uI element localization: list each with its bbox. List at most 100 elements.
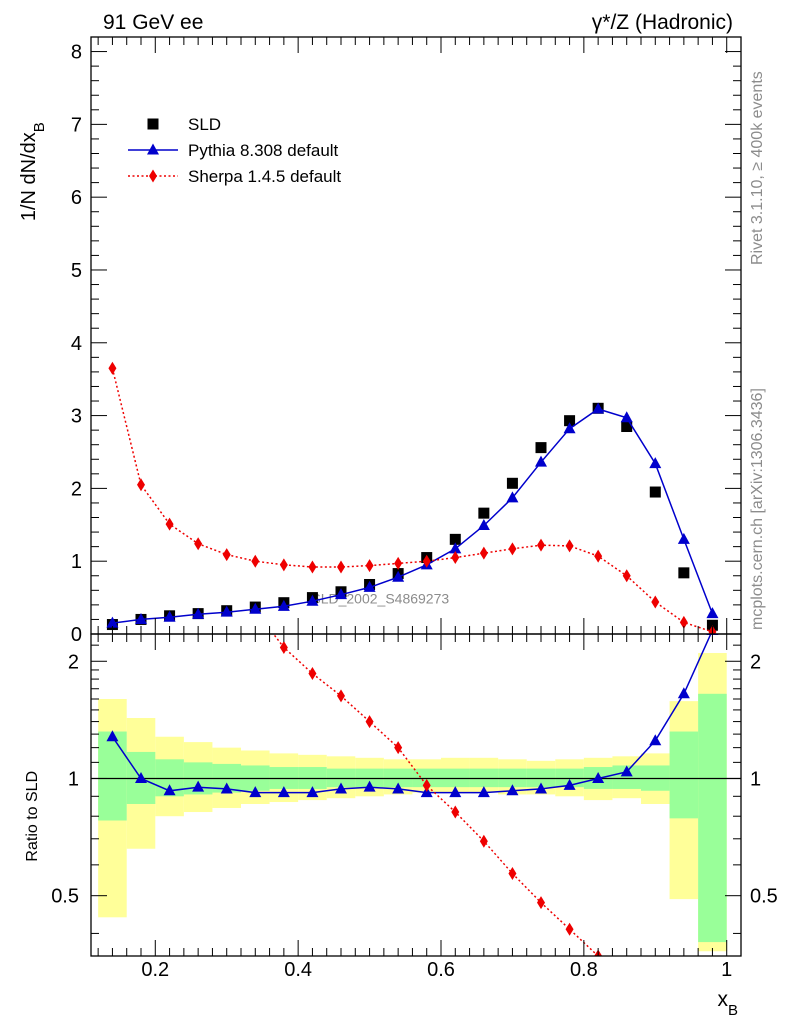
main-sherpa-point: [622, 569, 631, 583]
legend: SLD Pythia 8.308 default Sherpa 1.4.5 defa…: [128, 115, 341, 186]
main-sld-point: [678, 567, 690, 579]
legend-label-sld: SLD: [188, 115, 221, 134]
legend-entry-pythia: Pythia 8.308 default: [128, 141, 339, 160]
ratio-pythia-point: [106, 730, 119, 742]
ratio-y-tick-label-right: 1: [750, 768, 761, 790]
ratio-pythia-point: [192, 780, 205, 792]
ratio-sherpa-point: [394, 741, 403, 755]
main-sld-point: [706, 619, 718, 631]
main-pythia-point: [706, 607, 719, 619]
main-y-tick-label: 5: [71, 260, 82, 282]
x-tick-label: 1: [721, 959, 732, 981]
ratio-pythia-point: [649, 734, 662, 746]
ratio-frame: [90, 633, 742, 957]
band-stat-bin: [669, 731, 699, 819]
band-stat-bin: [698, 693, 727, 943]
main-pythia-point: [677, 532, 690, 544]
ratio-sherpa-point: [279, 640, 288, 654]
main-sld-point: [478, 507, 490, 519]
watermark-label: SLD_2002_S4869273: [311, 590, 449, 606]
main-sherpa-point: [451, 551, 460, 565]
main-panel: SLD_2002_S4869273 0 1 2 3 4 5 6 7 8 1/N dN/dxB SLD P…: [18, 36, 742, 646]
ratio-pythia-point: [535, 782, 547, 794]
main-sherpa-point: [422, 554, 431, 568]
main-sherpa-point: [308, 560, 317, 574]
ratio-y-tick-label: 2: [68, 651, 79, 673]
x-tick-label: 0.4: [284, 959, 312, 981]
ratio-sherpa-point: [422, 778, 431, 792]
main-pythia-point: [277, 599, 290, 611]
main-pythia-point: [449, 542, 462, 554]
band-stat-bin: [612, 765, 641, 789]
ratio-sherpa-point: [223, 565, 231, 578]
main-pythia-point: [192, 607, 205, 619]
x-axis-label-subscript: B: [728, 1002, 738, 1019]
x-tick-label: 0.2: [141, 959, 169, 981]
main-sherpa-point: [251, 554, 260, 568]
main-pythia-point: [592, 402, 605, 414]
main-pythia-point: [306, 594, 319, 606]
ratio-sherpa-point: [451, 805, 460, 819]
x-axis-label: xB: [717, 988, 738, 1019]
ratio-sherpa-point: [137, 379, 145, 392]
side-labels: Rivet 3.1.10, ≥ 400k events mcplots.cern…: [749, 71, 766, 630]
main-pythia-point: [535, 455, 547, 467]
main-sld-point: [564, 415, 576, 427]
main-y-tick-label: 2: [71, 478, 82, 500]
mcplots-label: mcplots.cern.ch [arXiv:1306.3436]: [749, 388, 766, 630]
ratio-pythia-point: [563, 778, 576, 790]
main-y-tick-label: 4: [71, 333, 82, 355]
ratio-y-tick-label-right: 2: [750, 651, 761, 673]
main-sld-point: [449, 533, 461, 545]
ratio-y-tick-label: 1: [68, 768, 79, 790]
main-sld-point: [621, 421, 633, 433]
ratio-pythia-point: [163, 784, 176, 796]
main-y-axis: 0 1 2 3 4 5 6 7 8 1/N dN/dxB: [18, 42, 741, 646]
ratio-sherpa-point: [166, 469, 174, 482]
x-tick-label: 0.6: [427, 959, 455, 981]
ratio-y-axis-label: Ratio to SLD: [24, 771, 41, 862]
ratio-pythia-point: [392, 782, 405, 794]
main-pythia-point: [392, 570, 405, 582]
ratio-pythia-point: [335, 782, 347, 794]
ratio-pythia-point: [592, 771, 605, 783]
ratio-pythia-point: [477, 786, 490, 798]
x-axis: 0.2 0.4 0.6 0.8 1 xB: [97, 37, 738, 1019]
main-sherpa-point: [479, 546, 488, 560]
ratio-sherpa-line: [272, 634, 600, 956]
main-series-group: [106, 361, 719, 634]
main-sherpa-point: [194, 537, 203, 551]
main-sherpa-point: [365, 559, 374, 573]
main-sherpa-point: [651, 595, 660, 609]
ratio-sherpa-point: [479, 834, 488, 848]
main-sld-point: [506, 477, 518, 489]
main-sherpa-point: [222, 548, 231, 562]
main-pythia-point: [249, 602, 262, 614]
ratio-panel: 0.2 0.4 0.6 0.8 1 xB 0.5 0.5 1 1 2 2 Ratio to SLD: [24, 37, 778, 1019]
legend-entry-sld: SLD: [147, 115, 221, 134]
ratio-sherpa-point: [508, 867, 517, 881]
main-pythia-point: [363, 580, 376, 592]
main-sherpa-point: [394, 556, 403, 570]
main-sherpa-point: [565, 539, 574, 553]
ratio-pythia-point: [677, 687, 690, 699]
main-pythia-point: [220, 605, 233, 617]
main-pythia-point: [506, 491, 519, 503]
main-pythia-point: [335, 588, 347, 600]
main-pythia-point: [135, 612, 147, 624]
ratio-y-tick-label-right: 0.5: [750, 886, 778, 908]
main-sherpa-point: [508, 542, 517, 556]
header-right-label: γ*/Z (Hadronic): [592, 11, 733, 34]
legend-marker-sherpa: [149, 169, 157, 183]
main-y-tick-label: 3: [71, 406, 82, 428]
main-sld-point: [649, 486, 661, 498]
ratio-sherpa-point: [708, 1006, 716, 1019]
legend-label-sherpa: Sherpa 1.4.5 default: [188, 167, 341, 186]
rivet-version-label: Rivet 3.1.10, ≥ 400k events: [749, 71, 766, 265]
main-sherpa-point: [108, 361, 117, 375]
ratio-pythia-point: [620, 765, 633, 777]
main-pythia-point: [106, 616, 119, 628]
uncertainty-bands: [98, 653, 727, 952]
main-y-tick-label: 8: [71, 42, 82, 64]
main-sherpa-point: [137, 478, 145, 492]
